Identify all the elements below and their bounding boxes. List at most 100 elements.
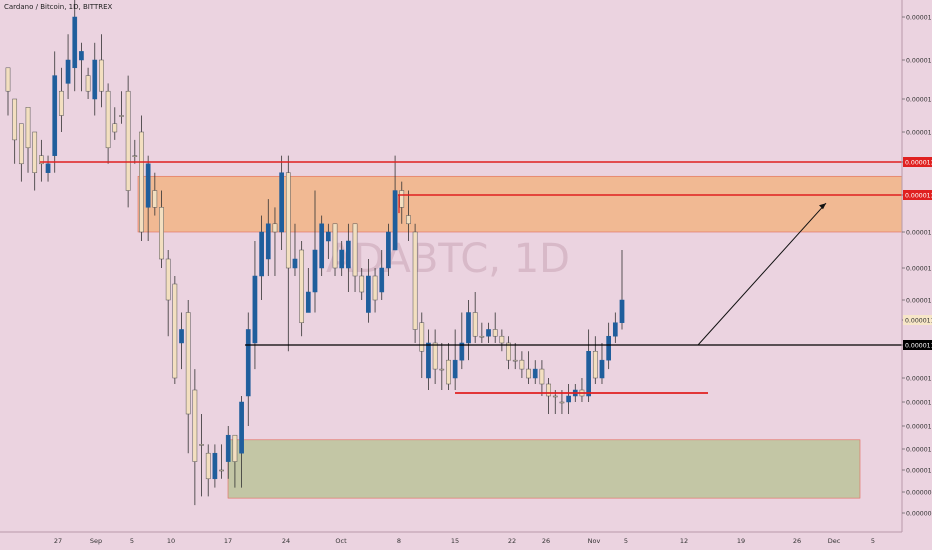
candle-body — [5, 67, 11, 92]
price-badge-text: 0.00001194 — [905, 318, 932, 325]
candle-body — [305, 291, 311, 313]
x-tick-label: Dec — [828, 537, 841, 545]
candle-body — [79, 51, 84, 61]
y-tick-label: 0.00001550 — [906, 15, 932, 22]
candle-body — [225, 434, 231, 462]
candle-body — [152, 190, 158, 208]
candle-body — [199, 444, 204, 446]
candle-body — [426, 342, 431, 379]
candle-body — [259, 231, 264, 277]
candle-body — [232, 434, 238, 462]
x-tick-label: 24 — [282, 537, 290, 545]
candle-body — [145, 163, 151, 208]
candle-body — [312, 249, 318, 293]
y-tick-label: 0.00001060 — [906, 424, 932, 431]
candle-body — [352, 223, 358, 277]
candle-body — [539, 368, 545, 385]
candle-body — [285, 172, 291, 269]
candle-body — [92, 59, 98, 100]
price-badge-text: 0.00001335 — [905, 193, 932, 200]
candle-body — [279, 172, 284, 233]
x-tick-label: 17 — [224, 537, 232, 545]
candle-body — [486, 329, 491, 337]
candle-body — [125, 90, 131, 191]
candle-body — [179, 329, 184, 344]
x-tick-label: 15 — [451, 537, 459, 545]
watermark-text: ADABTC, 1D — [326, 236, 570, 282]
chart-title: Cardano / Bitcoin, 1D, BITTREX — [4, 3, 113, 11]
x-tick-label: 27 — [54, 537, 62, 545]
y-tick-label: 0.00001450 — [906, 97, 932, 104]
x-tick-label: 26 — [542, 537, 550, 545]
price-badge — [903, 190, 932, 200]
price-badge-text: 0.00001372 — [905, 160, 932, 167]
y-tick-label: 0.00001210 — [906, 298, 932, 305]
x-tick-label: 5 — [871, 537, 875, 545]
candle-body — [32, 131, 38, 173]
x-tick-label: Oct — [335, 537, 347, 545]
candle-body — [212, 452, 218, 480]
candle-body — [18, 123, 24, 165]
candle-body — [72, 16, 78, 69]
x-tick-label: 26 — [793, 537, 801, 545]
candle-body — [12, 98, 18, 141]
price-badge-text: 0.00001157 — [905, 343, 932, 350]
candle-body — [52, 75, 58, 156]
candle-body — [566, 395, 571, 403]
x-tick-label: 10 — [167, 537, 175, 545]
y-tick-label: 0.00001010 — [906, 468, 932, 475]
candle-body — [172, 283, 178, 379]
price-badge — [903, 157, 932, 167]
candle-body — [165, 258, 171, 301]
candle-body — [512, 359, 518, 362]
candle-body — [599, 359, 605, 379]
candle-body — [319, 223, 325, 269]
candle-body — [139, 131, 144, 233]
candle-body — [379, 267, 385, 293]
projection-arrow-line — [697, 202, 827, 346]
candle-body — [272, 223, 278, 233]
candle-body — [192, 389, 198, 462]
candle-body — [65, 59, 71, 84]
candle-body — [359, 275, 365, 293]
x-tick-label: Sep — [90, 537, 102, 545]
candle-body — [112, 123, 118, 133]
y-tick-label: 0.00001035 — [906, 447, 932, 454]
candle-body — [99, 59, 104, 92]
candle-body — [346, 240, 351, 269]
candle-body — [466, 312, 471, 344]
candle-body — [492, 329, 498, 337]
candle-body — [399, 190, 405, 208]
candle-body — [159, 207, 164, 260]
candle-body — [472, 312, 478, 337]
candle-body — [366, 275, 371, 313]
x-tick-label: 12 — [680, 537, 688, 545]
candle-body — [265, 223, 271, 260]
candle-body — [432, 342, 438, 370]
candle-body — [332, 223, 338, 269]
candle-body — [552, 395, 558, 398]
candle-body — [506, 342, 511, 361]
candle-body — [85, 75, 91, 92]
candle-body — [386, 231, 391, 269]
candle-body — [45, 163, 51, 173]
candle-body — [245, 329, 251, 397]
price-badge — [903, 315, 932, 325]
candle-body — [459, 342, 465, 361]
candle-body — [119, 115, 124, 117]
candle-body — [412, 231, 418, 330]
candle-body — [185, 312, 191, 415]
candle-body — [612, 322, 618, 337]
candle-body — [499, 335, 505, 344]
x-tick-label: Nov — [588, 537, 601, 545]
candle-body — [519, 359, 525, 370]
y-tick-label: 0.00001500 — [906, 58, 932, 65]
candle-body — [372, 275, 378, 301]
y-tick-label: 0.00001080 — [906, 400, 932, 407]
candle-body — [606, 335, 612, 361]
y-tick-label: 0.00001290 — [906, 230, 932, 237]
y-tick-label: 0.00001410 — [906, 130, 932, 137]
candle-body — [619, 299, 625, 323]
